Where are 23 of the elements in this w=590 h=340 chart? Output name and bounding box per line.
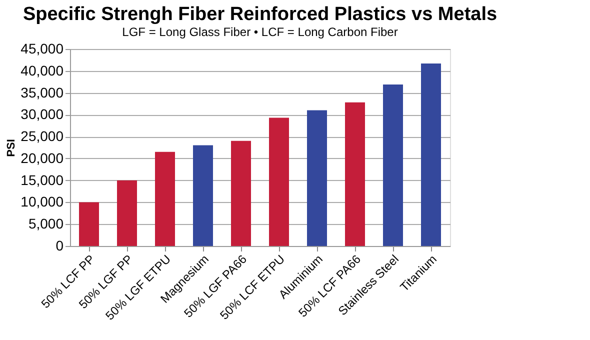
- bar: [269, 118, 289, 246]
- bar: [421, 63, 441, 246]
- chart-subtitle: LGF = Long Glass Fiber • LCF = Long Carbon Fiber: [122, 25, 398, 39]
- y-tick-label: 5,000: [28, 216, 64, 232]
- chart-title: Specific Strengh Fiber Reinforced Plastics vs Metals: [22, 4, 498, 25]
- bar: [307, 110, 327, 246]
- bar: [231, 140, 251, 246]
- y-tick-label: 45,000: [20, 40, 64, 56]
- y-tick-label: 0: [56, 238, 64, 254]
- bar: [345, 102, 365, 246]
- y-tick-label: 40,000: [20, 62, 64, 78]
- bar: [193, 145, 213, 246]
- y-tick-label: 30,000: [20, 106, 64, 122]
- bar: [383, 84, 403, 246]
- y-tick-label: 35,000: [20, 84, 64, 100]
- bar: [155, 152, 175, 246]
- bar: [79, 202, 99, 246]
- y-axis-title: PSI: [6, 139, 18, 157]
- bar: [117, 180, 137, 246]
- y-tick-label: 20,000: [20, 150, 64, 166]
- y-tick-label: 25,000: [20, 128, 64, 144]
- y-tick-label: 10,000: [20, 194, 64, 210]
- y-tick-label: 15,000: [20, 172, 64, 188]
